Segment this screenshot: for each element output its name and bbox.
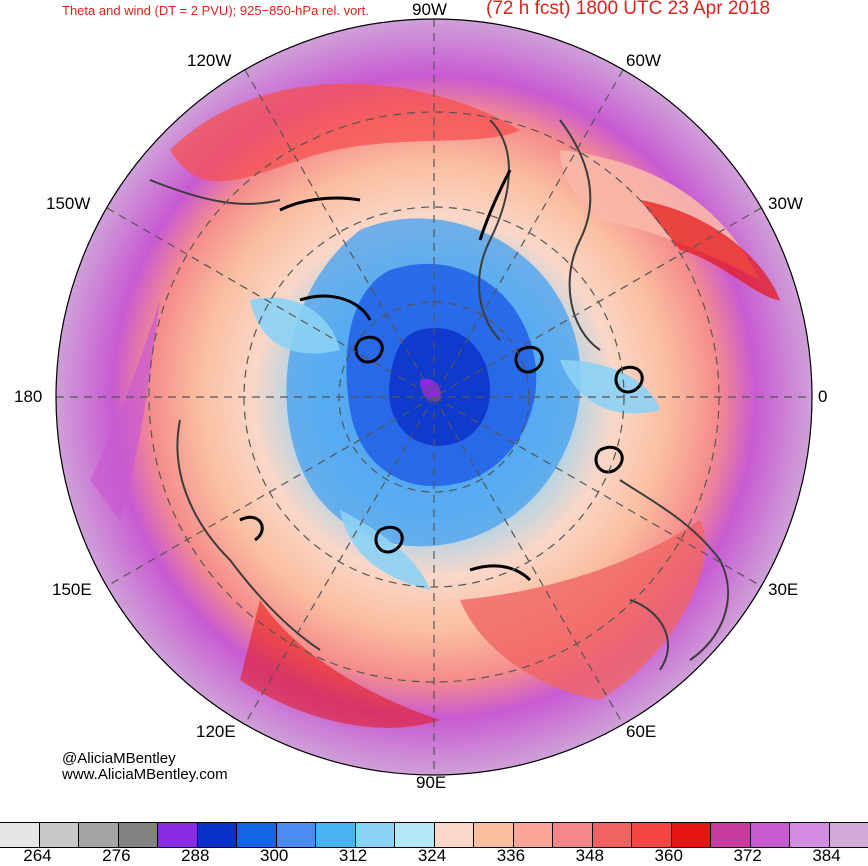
- colorbar-cell: [395, 823, 435, 847]
- colorbar-tick-label: 276: [102, 846, 130, 866]
- colorbar-cell: [711, 823, 751, 847]
- lon-label-120e: 120E: [196, 722, 236, 742]
- colorbar-cell: [79, 823, 119, 847]
- colorbar-cell: [316, 823, 356, 847]
- lon-label-60e: 60E: [626, 722, 656, 742]
- colorbar-cell: [790, 823, 830, 847]
- colorbar-tick-label: 264: [23, 846, 51, 866]
- colorbar-tick-label: 288: [181, 846, 209, 866]
- colorbar-cell: [237, 823, 277, 847]
- credit-website: www.AliciaMBentley.com: [62, 766, 228, 783]
- colorbar: [0, 822, 868, 848]
- colorbar-cell: [553, 823, 593, 847]
- lon-label-90e: 90E: [416, 773, 446, 793]
- colorbar-cell: [356, 823, 396, 847]
- lon-label-0: 0: [818, 387, 827, 407]
- colorbar-cell: [751, 823, 791, 847]
- colorbar-cell: [632, 823, 672, 847]
- lon-label-60w: 60W: [626, 51, 661, 71]
- lon-label-30w: 30W: [768, 194, 803, 214]
- colorbar-cell: [40, 823, 80, 847]
- colorbar-cell: [474, 823, 514, 847]
- colorbar-cell: [119, 823, 159, 847]
- colorbar-tick-label: 372: [733, 846, 761, 866]
- lon-label-120w: 120W: [187, 51, 231, 71]
- colorbar-cell: [514, 823, 554, 847]
- colorbar-tick-label: 300: [260, 846, 288, 866]
- colorbar-tick-label: 360: [655, 846, 683, 866]
- lon-label-150w: 150W: [46, 194, 90, 214]
- colorbar-cell: [672, 823, 712, 847]
- colorbar-cell: [830, 823, 868, 847]
- credit-handle: @AliciaMBentley: [62, 750, 176, 767]
- colorbar-tick-label: 336: [497, 846, 525, 866]
- lon-label-180: 180: [14, 387, 42, 407]
- colorbar-cell: [0, 823, 40, 847]
- colorbar-cell: [435, 823, 475, 847]
- lon-label-150e: 150E: [52, 580, 92, 600]
- colorbar-cell: [277, 823, 317, 847]
- lon-label-90w: 90W: [412, 0, 447, 20]
- colorbar-cell: [158, 823, 198, 847]
- colorbar-tick-label: 312: [339, 846, 367, 866]
- colorbar-cell: [198, 823, 238, 847]
- polar-map: [0, 0, 868, 822]
- colorbar-tick-label: 324: [418, 846, 446, 866]
- colorbar-tick-label: 348: [576, 846, 604, 866]
- lon-label-30e: 30E: [768, 580, 798, 600]
- colorbar-tick-label: 384: [812, 846, 840, 866]
- colorbar-cell: [593, 823, 633, 847]
